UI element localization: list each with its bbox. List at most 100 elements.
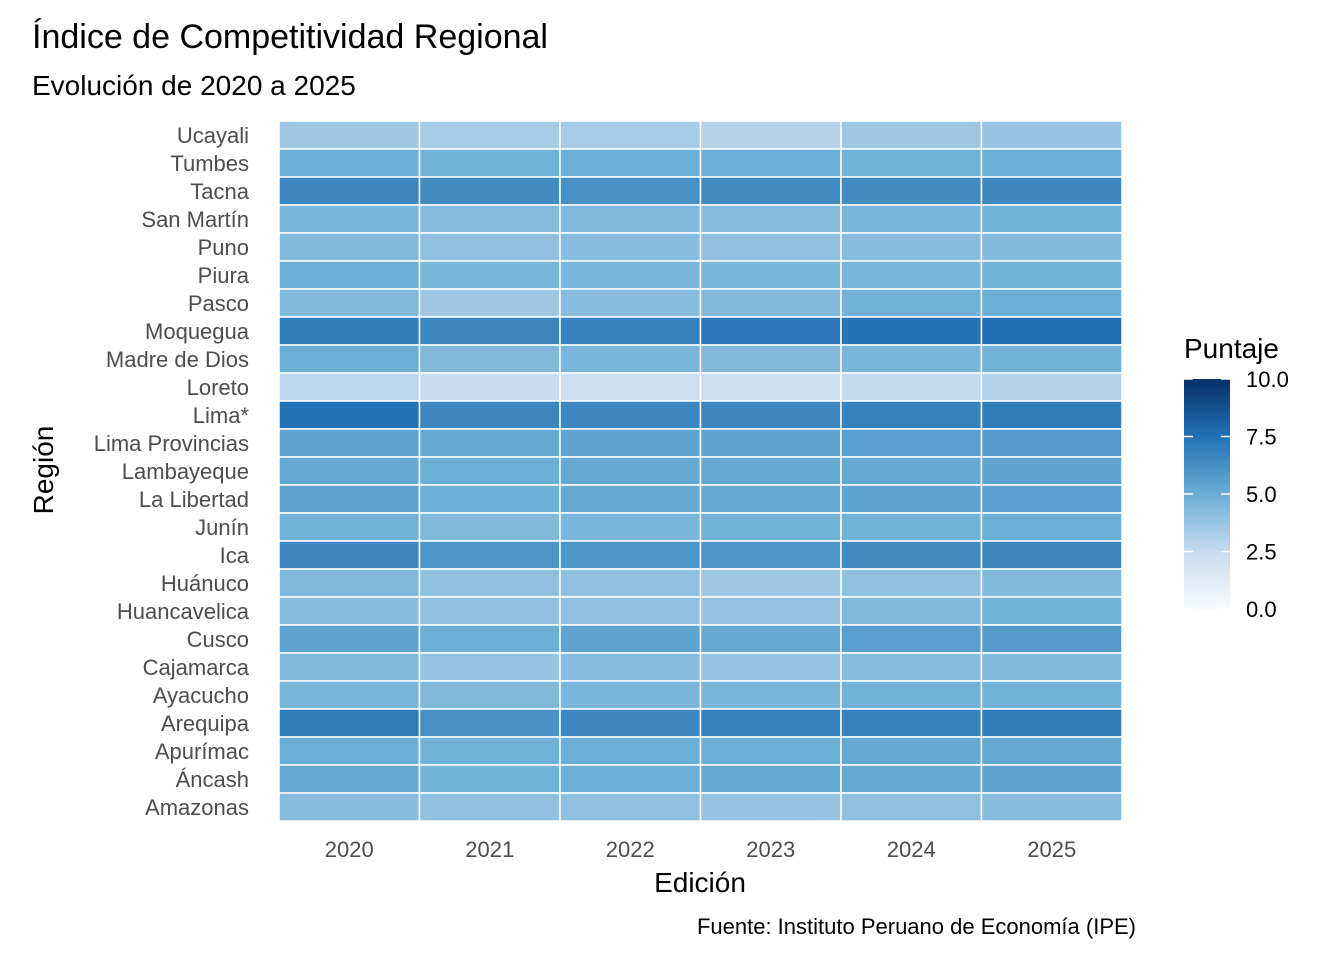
heatmap-tile — [980, 232, 1123, 262]
heatmap-tile — [278, 120, 421, 150]
heatmap-tile — [278, 400, 421, 430]
y-tick-label: Huánuco — [161, 571, 249, 596]
x-axis-tick-labels: 2020 2021 2022 2023 2024 2025 — [325, 837, 1076, 862]
heatmap-tile — [840, 456, 983, 486]
y-tick-label: Arequipa — [161, 711, 250, 736]
heatmap-tile — [418, 288, 561, 318]
heatmap-tile — [278, 596, 421, 626]
y-tick-label: Piura — [198, 263, 250, 288]
heatmap-tile — [559, 624, 702, 654]
heatmap-tile — [559, 372, 702, 402]
heatmap-tile — [840, 792, 983, 822]
y-tick-label: Ayacucho — [153, 683, 249, 708]
heatmap-tile — [980, 540, 1123, 570]
heatmap-tile — [840, 596, 983, 626]
y-tick-label: Apurímac — [155, 739, 249, 764]
y-tick-label: Huancavelica — [117, 599, 250, 624]
heatmap-tile — [559, 428, 702, 458]
heatmap-tile — [278, 736, 421, 766]
y-tick-label: Cajamarca — [143, 655, 250, 680]
heatmap-tile — [980, 260, 1123, 290]
heatmap-tile — [840, 540, 983, 570]
chart-title: Índice de Competitividad Regional — [32, 18, 548, 56]
chart-caption: Fuente: Instituto Peruano de Economía (I… — [697, 914, 1136, 939]
heatmap-tile — [699, 400, 842, 430]
heatmap-tile — [699, 708, 842, 738]
legend-tick-label: 0.0 — [1246, 597, 1277, 622]
y-tick-label: Lima Provincias — [94, 431, 249, 456]
heatmap-tile — [840, 120, 983, 150]
heatmap-tile — [980, 400, 1123, 430]
y-tick-label: La Libertad — [139, 487, 249, 512]
y-tick-label: Loreto — [187, 375, 249, 400]
heatmap-tile — [699, 596, 842, 626]
heatmap-tile — [418, 568, 561, 598]
heatmap-tile — [559, 596, 702, 626]
heatmap-tile — [980, 512, 1123, 542]
heatmap-tiles — [278, 120, 1123, 822]
heatmap-tile — [840, 344, 983, 374]
heatmap-tile — [418, 512, 561, 542]
heatmap-tile — [699, 624, 842, 654]
heatmap-tile — [699, 736, 842, 766]
heatmap-tile — [840, 708, 983, 738]
x-tick-label: 2022 — [606, 837, 655, 862]
heatmap-tile — [980, 204, 1123, 234]
heatmap-tile — [559, 708, 702, 738]
heatmap-tile — [699, 148, 842, 178]
heatmap-tile — [699, 764, 842, 794]
heatmap-tile — [980, 120, 1123, 150]
legend-tick-label: 10.0 — [1246, 367, 1289, 392]
heatmap-tile — [559, 344, 702, 374]
heatmap-tile — [418, 232, 561, 262]
heatmap-tile — [418, 372, 561, 402]
heatmap-tile — [559, 288, 702, 318]
heatmap-tile — [418, 400, 561, 430]
heatmap-tile — [840, 232, 983, 262]
heatmap-tile — [980, 680, 1123, 710]
x-tick-label: 2023 — [746, 837, 795, 862]
heatmap-tile — [980, 736, 1123, 766]
heatmap-tile — [699, 232, 842, 262]
heatmap-tile — [980, 316, 1123, 346]
heatmap-tile — [840, 568, 983, 598]
heatmap-tile — [980, 372, 1123, 402]
heatmap-tile — [559, 400, 702, 430]
heatmap-tile — [559, 148, 702, 178]
heatmap-tile — [278, 232, 421, 262]
heatmap-tile — [559, 540, 702, 570]
heatmap-tile — [278, 148, 421, 178]
heatmap-tile — [418, 764, 561, 794]
y-tick-label: Pasco — [188, 291, 249, 316]
heatmap-tile — [980, 792, 1123, 822]
heatmap-tile — [840, 512, 983, 542]
heatmap-tile — [699, 372, 842, 402]
heatmap-tile — [699, 456, 842, 486]
heatmap-tile — [840, 176, 983, 206]
heatmap-tile — [418, 540, 561, 570]
heatmap-tile — [418, 120, 561, 150]
heatmap-tile — [699, 204, 842, 234]
heatmap-tile — [559, 484, 702, 514]
y-tick-label: Amazonas — [145, 795, 249, 820]
legend-title: Puntaje — [1184, 333, 1279, 364]
y-tick-label: San Martín — [141, 207, 249, 232]
heatmap-tile — [840, 204, 983, 234]
heatmap-tile — [559, 260, 702, 290]
heatmap-tile — [278, 260, 421, 290]
y-tick-label: Tumbes — [170, 151, 249, 176]
heatmap-tile — [980, 596, 1123, 626]
heatmap-tile — [699, 792, 842, 822]
heatmap-tile — [418, 316, 561, 346]
y-tick-label: Áncash — [176, 767, 249, 792]
heatmap-tile — [699, 260, 842, 290]
legend-tick-label: 2.5 — [1246, 540, 1277, 565]
y-tick-label: Cusco — [187, 627, 249, 652]
heatmap-tile — [278, 568, 421, 598]
heatmap-tile — [418, 792, 561, 822]
legend: Puntaje 10.0 7.5 5.0 2.5 0.0 — [1184, 333, 1289, 622]
heatmap-tile — [980, 176, 1123, 206]
heatmap-tile — [980, 456, 1123, 486]
x-tick-label: 2021 — [465, 837, 514, 862]
heatmap-tile — [699, 512, 842, 542]
